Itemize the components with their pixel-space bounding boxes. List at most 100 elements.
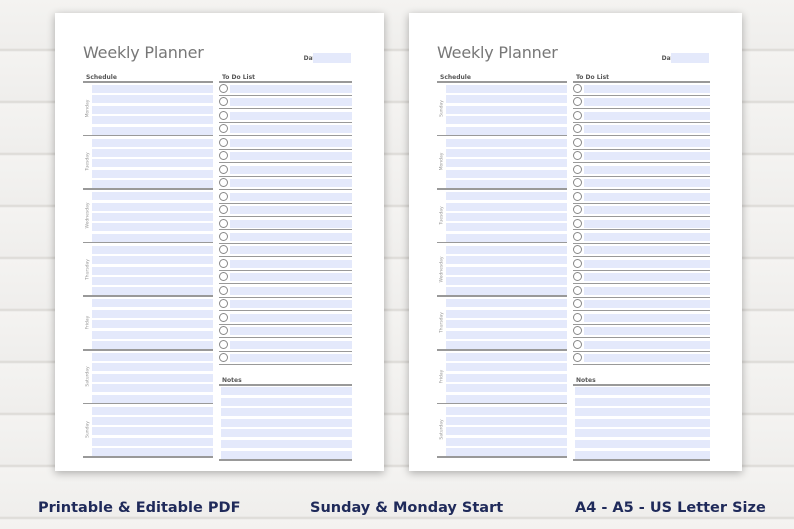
notes-row [221,387,352,395]
schedule-row [446,169,567,178]
todo-heading: To Do List [576,74,610,81]
notes-heading: Notes [576,377,596,384]
schedule-row [446,427,567,436]
todo-row [230,192,352,201]
schedule-row [446,277,567,285]
schedule-row [446,159,567,168]
schedule-row [446,85,567,93]
todo-divider [219,350,352,352]
schedule-row [92,116,213,125]
notes-row [575,440,710,448]
todo-divider [573,108,710,110]
todo-divider [219,229,352,231]
todo-row [230,300,352,309]
day-label: Thursday [439,312,445,334]
todo-checkbox-circle [219,218,228,228]
date-field [671,53,709,63]
todo-row [584,246,710,255]
schedule-bottom-line [437,456,567,458]
todo-divider [573,94,710,96]
day-label: Sunday [439,99,445,117]
todo-checkbox-circle [219,84,228,93]
todo-divider [573,363,710,365]
schedule-row [92,213,213,221]
schedule-row [446,233,567,242]
todo-checkbox-circle [573,110,582,120]
schedule-row [446,330,567,339]
todo-checkbox-circle [219,110,228,120]
day-label: Friday [85,315,91,330]
notes-row [575,397,710,406]
todo-divider [573,269,710,271]
todo-row [584,313,710,322]
schedule-row [446,320,567,329]
todo-checkbox-circle [219,151,228,161]
notes-row [575,429,710,438]
notes-heading: Notes [222,377,242,384]
todo-row [584,125,710,134]
schedule-row [92,95,213,104]
notes-row [221,408,352,417]
day-label: Tuesday [439,206,445,225]
schedule-row [92,287,213,296]
schedule-row [92,437,213,446]
day-divider [83,241,213,244]
notes-row [221,397,352,406]
todo-row [584,354,710,362]
todo-row [584,111,710,120]
day-divider [83,134,213,137]
todo-checkbox-circle [219,205,228,215]
notes-header-line [219,384,352,386]
todo-checkbox-circle [219,258,228,268]
date-label: Date: [304,55,322,62]
day-label: Wednesday [85,202,91,229]
todo-divider [573,229,710,231]
caption-printable: Printable & Editable PDF [38,500,241,516]
todo-row [584,206,710,215]
notes-row [575,418,710,427]
todo-divider [573,216,710,217]
todo-row [584,273,710,282]
schedule-row [446,448,567,457]
todo-checkbox-circle [219,191,228,201]
schedule-row [92,320,213,329]
todo-checkbox-circle [573,231,582,241]
schedule-row [92,448,213,457]
todo-divider [219,202,352,204]
todo-checkbox-circle [219,231,228,241]
schedule-row [92,363,213,372]
schedule-row [92,353,213,361]
schedule-row [446,202,567,211]
day-label: Tuesday [85,152,91,172]
notes-row [575,450,710,459]
schedule-row [446,149,567,157]
todo-row [230,125,352,134]
todo-divider [219,216,352,217]
todo-row [584,327,710,336]
todo-divider [573,323,710,325]
planner-page-sunday-start: Weekly Planner Date: Schedule To Do List Sun… [409,13,742,471]
schedule-row [446,105,567,114]
todo-checkbox-circle [573,245,582,255]
todo-divider [219,189,352,191]
todo-divider [219,256,352,258]
todo-row [230,354,352,362]
todo-row [584,98,710,107]
todo-row [584,286,710,295]
schedule-row [446,213,567,221]
todo-checkbox-circle [573,191,582,201]
schedule-row [92,149,213,157]
todo-divider [573,283,710,285]
todo-divider [573,256,710,258]
schedule-row [446,245,567,254]
page-title: Weekly Planner [83,43,204,62]
schedule-row [446,437,567,446]
todo-header-line [573,81,710,83]
schedule-bottom-line [83,456,213,458]
todo-checkbox-circle [573,299,582,309]
schedule-row [446,384,567,393]
date-label: Date: [662,55,680,62]
schedule-row [92,373,213,382]
todo-row [584,340,710,349]
todo-row [230,85,352,93]
